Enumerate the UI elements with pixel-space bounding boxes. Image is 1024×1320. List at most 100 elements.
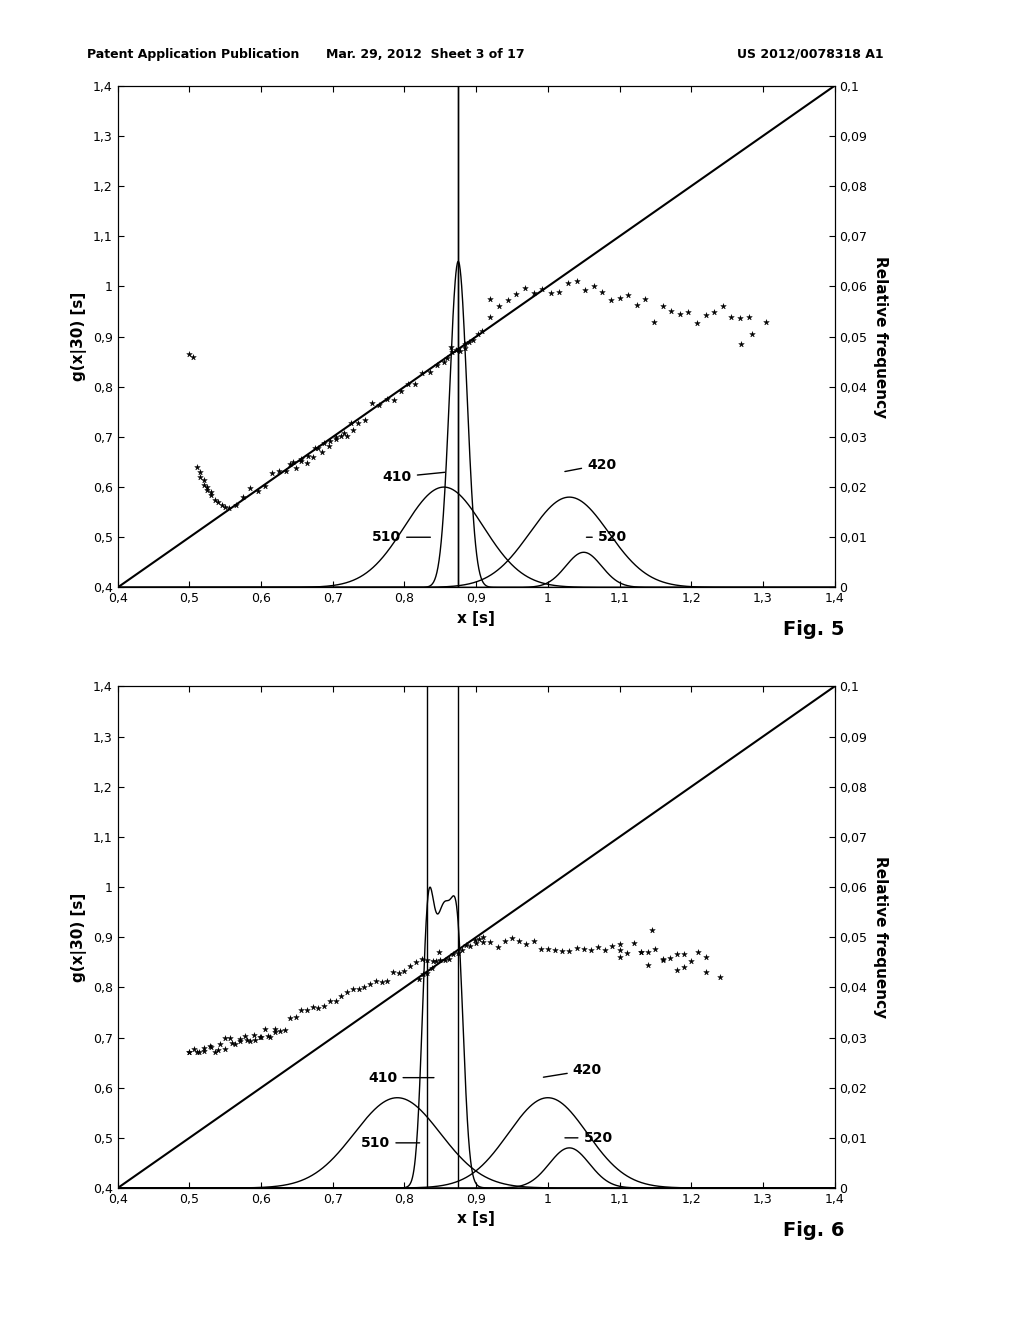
Text: Fig. 5: Fig. 5 [783,620,845,639]
Point [723,306,739,327]
Point [216,1038,232,1059]
Point [191,462,208,483]
Point [712,966,728,987]
Point [385,961,401,982]
Point [465,330,481,351]
Point [454,940,470,961]
X-axis label: x [s]: x [s] [458,1212,495,1226]
Point [445,944,462,965]
Point [393,381,410,403]
Point [247,1030,263,1051]
Text: 420: 420 [544,1063,602,1077]
Y-axis label: g(x|30) [s]: g(x|30) [s] [72,292,87,381]
X-axis label: x [s]: x [s] [458,611,495,626]
Point [242,478,258,499]
Point [440,948,457,969]
Point [715,296,731,317]
Point [654,949,671,970]
Point [676,957,692,978]
Point [429,355,445,376]
Point [314,442,331,463]
Point [669,944,685,965]
Text: 410: 410 [383,470,444,484]
Point [231,1030,248,1051]
Point [250,480,266,502]
Point [644,919,660,940]
Point [490,296,507,317]
Point [293,999,309,1020]
Point [270,461,287,482]
Point [586,276,602,297]
Point [202,1036,218,1057]
Point [211,1034,227,1055]
Point [732,308,749,329]
Point [186,1039,203,1060]
Point [518,933,535,954]
Point [458,935,474,956]
Point [181,1041,198,1063]
Point [436,949,453,970]
Point [543,282,559,304]
Point [261,1026,278,1047]
Point [637,289,653,310]
Point [293,451,309,473]
Point [611,940,628,961]
Point [379,388,395,409]
Point [551,282,567,304]
Point [408,952,424,973]
Point [282,454,298,475]
Point [676,944,692,965]
Point [227,495,244,516]
Point [640,941,656,962]
Point [672,304,688,325]
Point [461,331,477,352]
Point [629,294,645,315]
Point [299,999,315,1020]
Point [517,277,534,298]
Point [350,412,367,433]
Point [469,323,485,345]
Point [663,301,679,322]
Point [415,964,431,985]
Point [419,949,435,970]
Point [310,438,327,459]
Point [199,479,215,500]
Point [611,933,628,954]
Point [253,1027,269,1048]
Point [525,282,542,304]
Point [329,426,345,447]
Point [356,975,373,997]
Point [322,436,338,457]
Point [288,457,304,478]
Point [246,1024,262,1045]
Point [611,946,628,968]
Point [333,425,349,446]
Point [683,950,699,972]
Point [390,962,407,983]
Point [271,1020,288,1041]
Point [428,950,444,972]
Point [424,957,440,978]
Point [457,334,473,355]
Point [300,446,316,467]
Point [534,279,550,300]
Point [597,940,613,961]
Point [758,312,774,333]
Point [697,304,714,325]
Point [197,1038,213,1059]
Point [350,978,367,999]
Point [594,281,610,302]
Point [603,289,620,310]
Point [489,936,506,957]
Point [333,986,349,1007]
Point [697,962,714,983]
Point [322,990,338,1011]
Point [590,936,606,957]
Point [577,279,593,300]
Point [199,477,215,498]
Point [436,351,453,372]
Point [633,941,649,962]
Point [604,935,621,956]
Point [224,1032,241,1053]
Point [336,422,352,444]
